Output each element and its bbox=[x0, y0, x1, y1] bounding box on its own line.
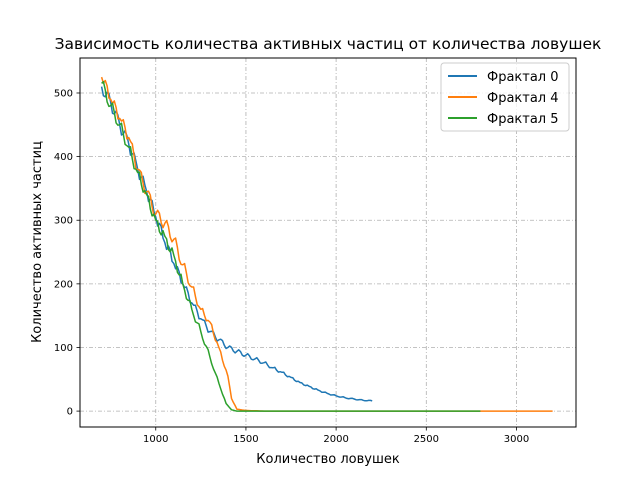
x-axis-title: Количество ловушек bbox=[256, 452, 400, 467]
y-tick-label: 400 bbox=[54, 152, 73, 163]
legend-box bbox=[440, 62, 570, 132]
legend-label-1: Фрактал 4 bbox=[487, 91, 559, 106]
series-line-2 bbox=[101, 80, 481, 412]
y-tick-label: 100 bbox=[54, 343, 73, 354]
y-tick-label: 200 bbox=[54, 279, 73, 290]
x-tick-label: 2500 bbox=[414, 434, 439, 445]
chart-title: Зависимость количества активных частиц о… bbox=[55, 35, 602, 53]
x-tick-label: 3000 bbox=[504, 434, 529, 445]
legend-label-0: Фрактал 0 bbox=[487, 70, 559, 85]
x-tick-label: 1000 bbox=[143, 434, 168, 445]
plot-frame bbox=[79, 57, 577, 428]
y-tick-label: 500 bbox=[54, 88, 73, 99]
grid bbox=[80, 58, 576, 427]
x-tick-label: 2000 bbox=[323, 434, 348, 445]
y-tick-label: 0 bbox=[67, 407, 73, 418]
series-lines bbox=[100, 76, 553, 412]
y-axis-title: Количество активных частиц bbox=[30, 141, 45, 343]
legend-label-2: Фрактал 5 bbox=[487, 112, 559, 127]
axis-ticks: 1000 1500 2000 2500 3000 0 100 200 300 400 500 bbox=[54, 88, 529, 445]
legend: Фрактал 0 Фрактал 4 Фрактал 5 bbox=[440, 62, 570, 132]
x-tick-label: 1500 bbox=[233, 434, 258, 445]
y-tick-label: 300 bbox=[54, 216, 73, 227]
